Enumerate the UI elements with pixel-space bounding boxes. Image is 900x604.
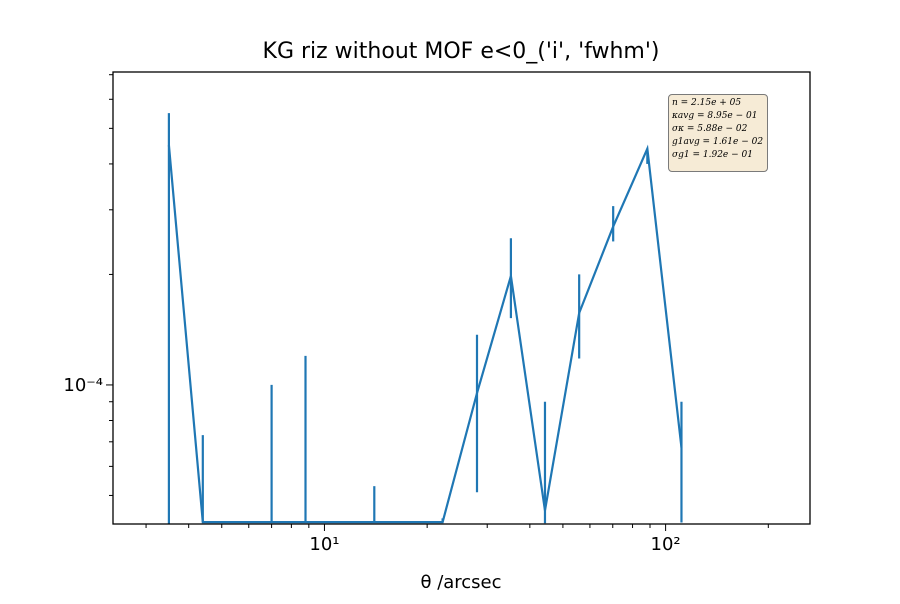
series-line bbox=[167, 144, 683, 524]
x-tick-label: 10¹ bbox=[309, 534, 339, 555]
stat-n: n = 2.15e + 05 bbox=[672, 98, 742, 108]
x-tick-label: 10² bbox=[651, 534, 681, 555]
stats-legend-box: n = 2.15e + 05 κavg = 8.95e − 01 σκ = 5.… bbox=[668, 94, 768, 172]
axes: 10¹ 10² 10⁻⁴ bbox=[63, 71, 811, 555]
stat-g1-avg: g1avg = 1.61e − 02 bbox=[672, 137, 764, 147]
chart-title: KG riz without MOF e<0_('i', 'fwhm') bbox=[263, 39, 660, 64]
y-tick-label: 10⁻⁴ bbox=[63, 375, 103, 396]
axes-frame bbox=[112, 71, 811, 525]
stat-sigma-g1: σg1 = 1.92e − 01 bbox=[672, 150, 753, 160]
stat-sigma-kappa: σκ = 5.88e − 02 bbox=[672, 124, 748, 134]
x-axis-label: θ /arcsec bbox=[420, 572, 501, 593]
stat-kappa-avg: κavg = 8.95e − 01 bbox=[672, 111, 758, 121]
plot-area bbox=[167, 113, 683, 524]
